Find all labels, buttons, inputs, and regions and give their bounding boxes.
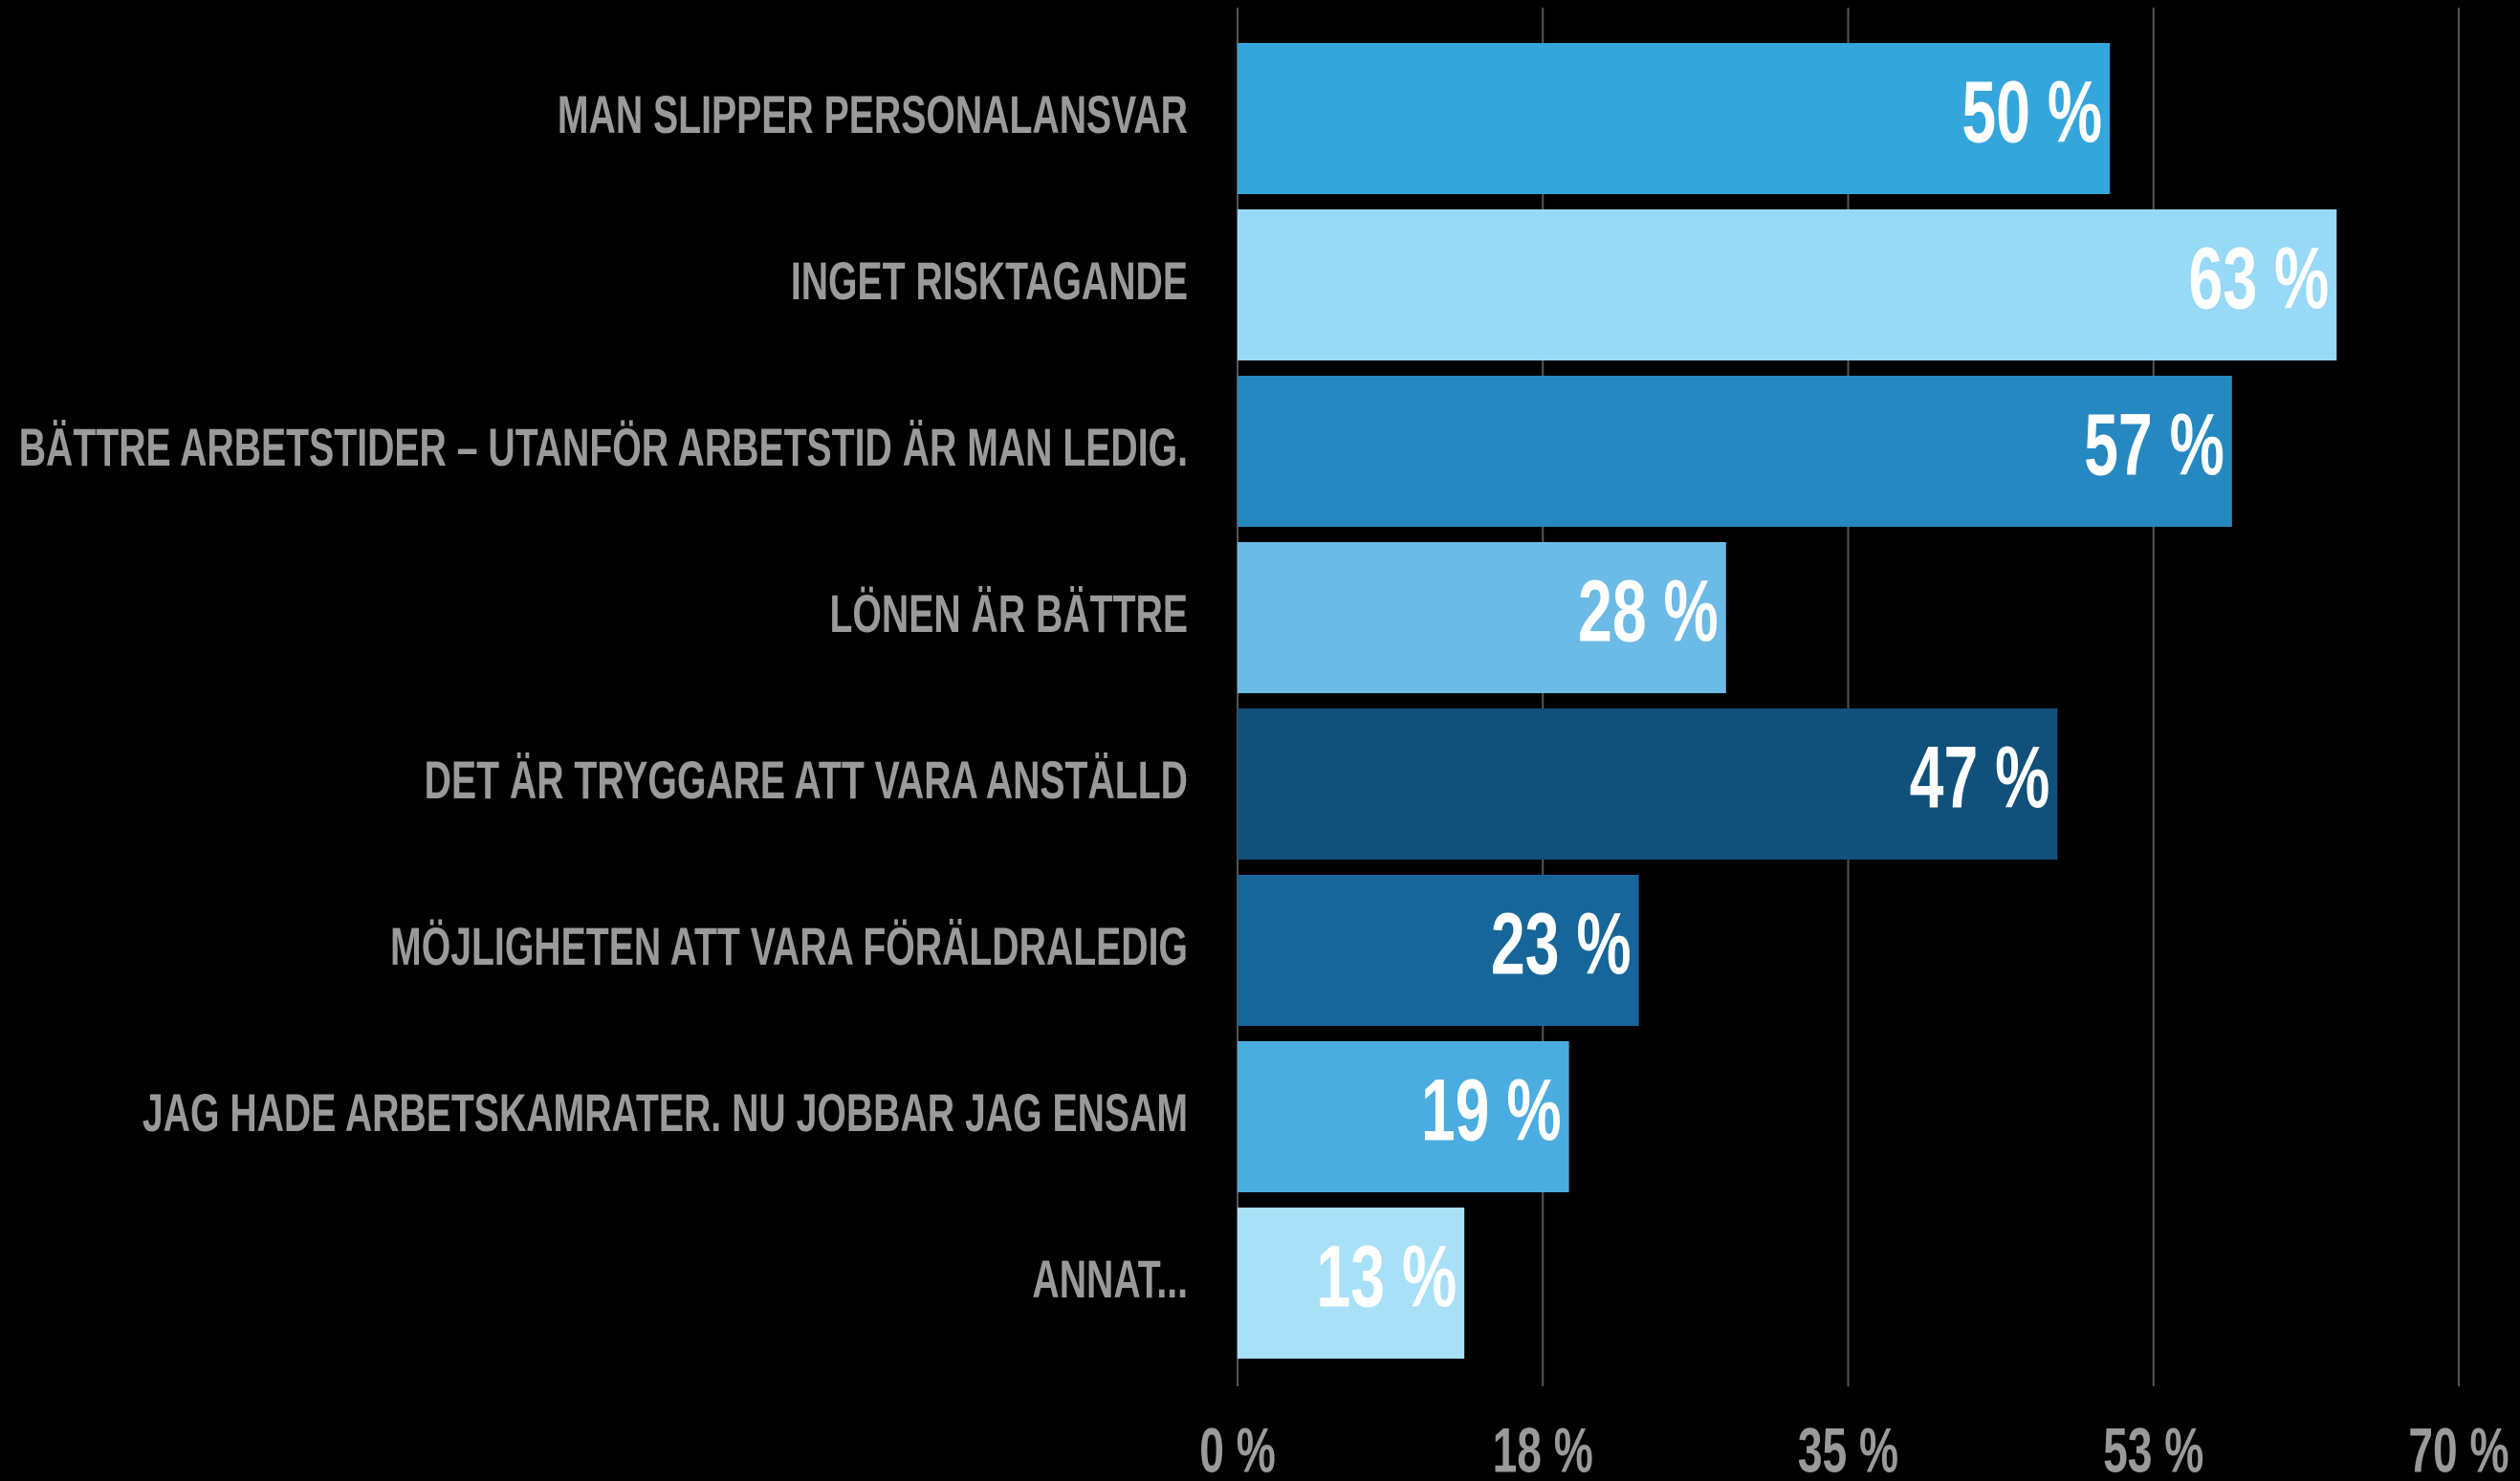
bar xyxy=(1238,708,2058,860)
value-label: 13 % xyxy=(1316,1227,1457,1325)
value-label: 57 % xyxy=(2084,395,2224,493)
bar xyxy=(1238,209,2337,360)
category-label: MÖJLIGHETEN ATT VARA FÖRÄLDRALEDIG xyxy=(390,917,1188,977)
bar xyxy=(1238,1041,1569,1192)
category-label: MAN SLIPPER PERSONALANSVAR xyxy=(558,85,1188,145)
bar xyxy=(1238,43,2111,194)
bar xyxy=(1238,542,1726,693)
category-label: BÄTTRE ARBETSTIDER – UTANFÖR ARBETSTID Ä… xyxy=(19,418,1188,478)
value-label: 47 % xyxy=(1910,728,2050,826)
value-label: 28 % xyxy=(1578,561,1719,660)
x-tick-label: 70 % xyxy=(2408,1415,2509,1481)
x-tick-label: 35 % xyxy=(1798,1415,1898,1481)
category-label: INGET RISKTAGANDE xyxy=(791,251,1188,312)
category-label: ANNAT... xyxy=(1032,1250,1188,1310)
bar xyxy=(1238,1208,1465,1359)
x-tick-label: 18 % xyxy=(1493,1415,1593,1481)
value-label: 50 % xyxy=(1961,62,2102,161)
category-label: LÖNEN ÄR BÄTTRE xyxy=(829,584,1188,644)
category-label: JAG HADE ARBETSKAMRATER. NU JOBBAR JAG E… xyxy=(142,1083,1188,1143)
value-label: 23 % xyxy=(1491,894,1632,992)
x-tick-label: 0 % xyxy=(1199,1415,1276,1481)
category-label: DET ÄR TRYGGARE ATT VARA ANSTÄLLD xyxy=(425,751,1188,811)
bar xyxy=(1238,875,1639,1026)
value-label: 63 % xyxy=(2189,229,2330,327)
bar xyxy=(1238,376,2232,527)
x-tick-label: 53 % xyxy=(2103,1415,2203,1481)
value-label: 19 % xyxy=(1421,1060,1562,1159)
